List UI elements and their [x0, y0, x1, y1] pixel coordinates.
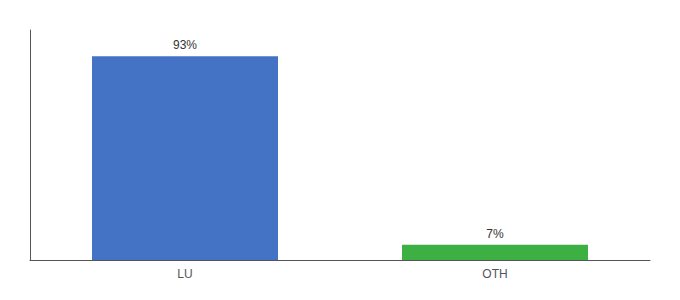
svg-text:LU: LU: [177, 267, 192, 281]
svg-text:OTH: OTH: [482, 267, 507, 281]
svg-text:93%: 93%: [173, 38, 197, 52]
svg-text:7%: 7%: [486, 227, 504, 241]
